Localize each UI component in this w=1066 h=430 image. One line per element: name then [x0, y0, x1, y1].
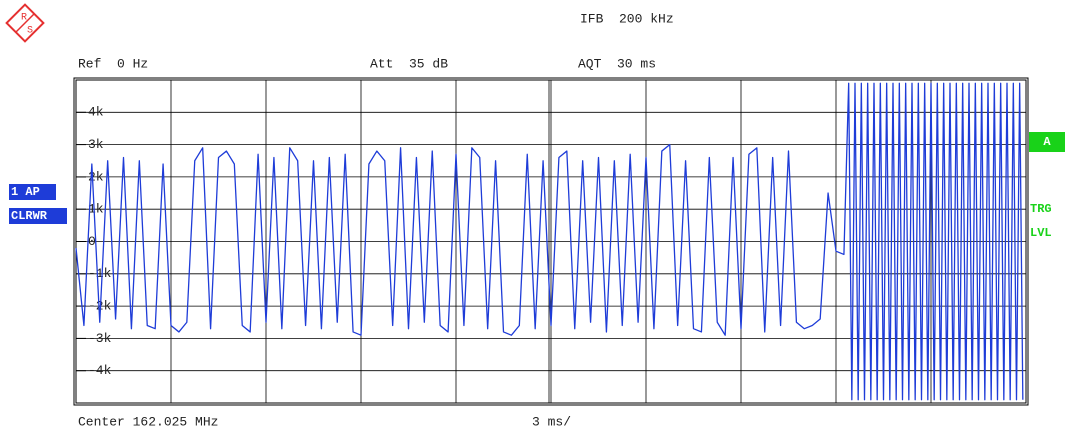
y-tick-label: -3k — [88, 331, 112, 346]
logo-slash — [15, 13, 35, 33]
outer-frame — [73, 77, 1029, 406]
marker-label: A — [1043, 135, 1051, 149]
logo-letter: R — [21, 13, 27, 24]
att-setting: Att 35 dB — [370, 56, 448, 71]
trace-badge — [9, 208, 67, 224]
trace — [75, 82, 1024, 401]
trigger-label: LVL — [1030, 226, 1052, 240]
logo: R S — [5, 3, 45, 43]
trace-badge — [9, 184, 56, 200]
center-frequency: Center 162.025 MHz — [78, 414, 218, 429]
ref-setting: Ref 0 Hz — [78, 56, 148, 71]
trigger-label: TRG — [1030, 202, 1052, 216]
y-tick-label: 1k — [88, 202, 104, 217]
marker-badge — [1029, 132, 1065, 152]
y-tick-label: 3k — [88, 137, 104, 152]
trace-label: 1 AP — [11, 185, 40, 199]
y-tick-label: -4k — [88, 363, 112, 378]
aqt-setting: AQT 30 ms — [578, 56, 656, 71]
y-tick-label: 4k — [88, 105, 104, 120]
trace-label: CLRWR — [11, 209, 48, 223]
ifb-setting: IFB 200 kHz — [580, 11, 674, 26]
y-tick-label: -1k — [88, 266, 112, 281]
y-tick-label: 0 — [88, 234, 96, 249]
y-tick-label: -2k — [88, 299, 112, 314]
sweep-division: 3 ms/ — [532, 414, 571, 429]
logo-letter: S — [27, 26, 33, 37]
